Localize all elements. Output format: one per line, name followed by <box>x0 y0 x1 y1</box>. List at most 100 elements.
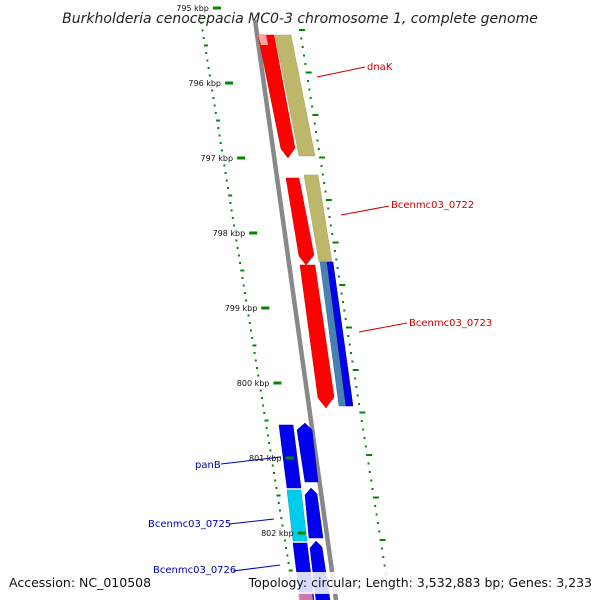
minor-tick <box>250 329 252 332</box>
minor-tick <box>208 74 211 77</box>
minor-tick <box>203 44 208 47</box>
minor-tick <box>367 462 370 465</box>
map-title: Burkholderia cenocepacia MC0-3 chromosom… <box>62 11 538 27</box>
minor-tick <box>350 352 352 354</box>
minor-tick <box>354 377 357 380</box>
gene-arrow-0725-b[interactable] <box>304 487 324 539</box>
minor-tick <box>332 241 339 244</box>
minor-tick <box>229 202 232 204</box>
minor-tick <box>329 224 332 227</box>
minor-tick <box>212 97 215 99</box>
minor-tick <box>301 46 304 48</box>
gene-features <box>257 34 354 600</box>
minor-tick <box>266 434 269 437</box>
minor-tick <box>220 149 223 152</box>
minor-tick <box>277 502 280 504</box>
minor-tick <box>376 522 379 524</box>
gene-arrow-panb-b[interactable] <box>296 422 319 483</box>
gene-label-0722[interactable]: Bcenmc03_0722 <box>391 200 474 211</box>
minor-tick <box>245 299 248 302</box>
accession-text: Accession: NC_010508 <box>9 575 151 590</box>
minor-tick <box>317 148 320 150</box>
topology-text: Topology: circular; Length: 3,532,883 bp… <box>248 575 592 590</box>
major-tick <box>273 381 282 385</box>
minor-tick <box>325 199 332 201</box>
minor-tick <box>254 359 257 362</box>
gene-arrow-0723-c[interactable] <box>326 261 354 407</box>
minor-tick <box>336 267 339 269</box>
minor-tick <box>247 314 250 317</box>
minor-tick <box>307 80 310 82</box>
gene-arrow-dnak-a[interactable] <box>257 34 296 159</box>
gene-label-0725[interactable]: Bcenmc03_0725 <box>148 519 231 530</box>
minor-tick <box>259 389 262 392</box>
minor-tick <box>362 428 365 431</box>
gene-arrow-dnak-b[interactable] <box>274 34 316 157</box>
minor-tick <box>257 374 260 377</box>
minor-tick <box>344 318 347 320</box>
minor-tick <box>241 277 244 279</box>
minor-tick <box>230 209 233 212</box>
minor-tick <box>305 71 312 74</box>
minor-tick <box>207 67 210 69</box>
minor-tick <box>321 173 324 176</box>
minor-tick <box>236 247 239 249</box>
minor-tick <box>214 112 217 114</box>
leader-0722 <box>340 205 390 216</box>
minor-tick <box>356 394 359 397</box>
minor-tick <box>274 479 277 482</box>
minor-tick <box>217 127 220 129</box>
minor-tick <box>309 97 312 99</box>
minor-tick <box>360 420 363 422</box>
minor-tick <box>368 471 371 473</box>
minor-tick <box>235 239 238 242</box>
minor-tick <box>211 89 214 92</box>
minor-tick <box>219 142 222 144</box>
major-tick <box>212 6 221 10</box>
minor-tick <box>363 437 366 439</box>
minor-tick <box>320 165 323 167</box>
footer-right-bg <box>258 572 600 594</box>
minor-tick <box>342 301 344 303</box>
minor-tick <box>378 530 381 533</box>
minor-tick <box>225 179 228 182</box>
gene-label-0723[interactable]: Bcenmc03_0723 <box>409 318 492 329</box>
minor-tick <box>308 88 311 91</box>
minor-tick <box>366 454 373 456</box>
minor-tick <box>351 360 354 363</box>
minor-tick <box>216 119 221 122</box>
minor-tick <box>346 326 352 329</box>
gene-arrow-dnak-a-hl <box>258 35 268 45</box>
tick-label: 795 kbp <box>176 4 209 13</box>
leader-panb <box>220 456 282 465</box>
minor-tick <box>283 539 286 542</box>
minor-tick <box>271 464 274 467</box>
minor-tick <box>312 114 319 116</box>
minor-tick <box>202 37 205 39</box>
gene-arrow-0723-a[interactable] <box>299 264 335 409</box>
minor-tick <box>279 509 281 512</box>
minor-tick <box>239 262 242 264</box>
gene-arrow-0722-a[interactable] <box>285 177 315 266</box>
minor-tick <box>359 411 366 414</box>
gene-arrow-0725-a[interactable] <box>286 489 308 542</box>
leader-0723 <box>358 322 408 333</box>
minor-tick <box>375 513 378 516</box>
minor-tick <box>213 104 216 107</box>
minor-tick <box>256 367 258 369</box>
minor-tick <box>355 386 358 388</box>
gene-label-panb[interactable]: panB <box>195 460 221 471</box>
minor-tick <box>243 292 246 294</box>
minor-tick <box>323 182 326 184</box>
minor-tick <box>343 309 346 312</box>
minor-tick <box>265 427 268 429</box>
tick-label: 798 kbp <box>213 229 246 238</box>
minor-tick <box>331 233 334 235</box>
major-tick <box>297 531 306 535</box>
gene-label-dnak[interactable]: dnaK <box>367 62 393 73</box>
tick-label: 799 kbp <box>225 304 258 313</box>
leader-0725 <box>228 518 275 525</box>
minor-tick <box>340 292 343 295</box>
gene-label-0726[interactable]: Bcenmc03_0726 <box>153 565 236 576</box>
